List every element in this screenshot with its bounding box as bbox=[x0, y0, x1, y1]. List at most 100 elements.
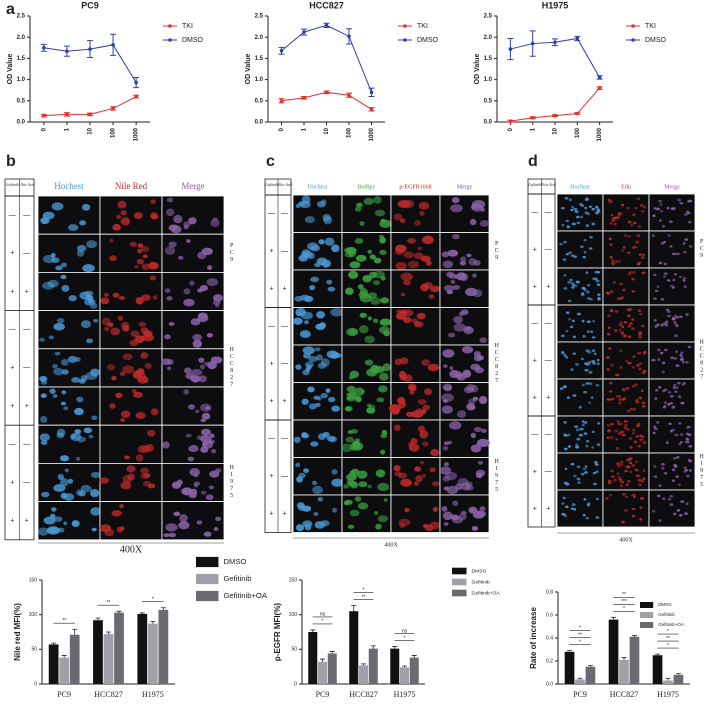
cell bbox=[171, 481, 182, 489]
cell bbox=[607, 481, 612, 485]
cell bbox=[343, 247, 354, 254]
cell bbox=[575, 215, 580, 219]
cell bbox=[597, 296, 601, 300]
cell bbox=[683, 285, 687, 288]
cell bbox=[83, 427, 93, 434]
cell bbox=[476, 472, 483, 479]
x-tick-label: 10 bbox=[88, 127, 94, 134]
cell bbox=[617, 395, 622, 398]
cell bbox=[631, 277, 635, 281]
cell bbox=[443, 441, 450, 446]
legend-label: DMSO bbox=[417, 37, 439, 44]
cell bbox=[141, 294, 151, 301]
cell bbox=[199, 285, 209, 292]
cell bbox=[418, 201, 430, 210]
magnification: 400X bbox=[619, 537, 633, 543]
cell bbox=[349, 509, 360, 517]
cell bbox=[410, 437, 418, 445]
cell bbox=[561, 502, 565, 505]
y-tick-label: 100 bbox=[29, 612, 38, 618]
cell bbox=[586, 283, 591, 287]
cell bbox=[660, 298, 665, 301]
treatment-mark: — bbox=[281, 436, 288, 443]
cell bbox=[331, 469, 338, 475]
cell bbox=[443, 462, 449, 467]
panel-letter: d bbox=[528, 153, 538, 170]
cell bbox=[383, 330, 390, 337]
cell bbox=[637, 225, 642, 228]
cell bbox=[596, 497, 599, 501]
cell bbox=[452, 285, 460, 290]
cell bbox=[686, 438, 690, 441]
cell bbox=[640, 324, 645, 328]
cell bbox=[614, 260, 618, 263]
cell bbox=[562, 496, 566, 500]
cell bbox=[590, 330, 594, 333]
cell bbox=[591, 430, 595, 434]
x-tick-label: HCC827 bbox=[349, 690, 377, 699]
error-bar bbox=[320, 658, 325, 662]
cell bbox=[588, 247, 593, 250]
cell bbox=[373, 257, 382, 264]
cell bbox=[164, 246, 176, 255]
cell bbox=[585, 197, 589, 200]
treatment-mark: + bbox=[10, 479, 14, 486]
cell bbox=[678, 422, 682, 425]
cell bbox=[396, 309, 402, 314]
cell bbox=[632, 366, 635, 369]
cell bbox=[563, 274, 567, 277]
error-bar bbox=[95, 617, 101, 621]
cell bbox=[354, 387, 365, 396]
cell bbox=[126, 465, 136, 473]
cell bbox=[635, 474, 640, 478]
cell bbox=[303, 320, 309, 325]
cell bbox=[559, 387, 564, 390]
cell bbox=[668, 497, 671, 501]
cell bbox=[606, 436, 610, 439]
cell bbox=[624, 509, 628, 512]
cell bbox=[662, 389, 666, 393]
cell bbox=[636, 197, 641, 200]
x-tick-label: 10 bbox=[324, 127, 330, 134]
cell bbox=[201, 412, 211, 420]
panel-letter: a bbox=[6, 1, 15, 18]
cell bbox=[346, 327, 359, 337]
cell bbox=[633, 440, 637, 444]
cell bbox=[628, 457, 633, 460]
cell bbox=[425, 524, 434, 532]
bar bbox=[349, 611, 359, 684]
cell bbox=[563, 421, 568, 424]
cell bbox=[638, 367, 643, 371]
cell bbox=[472, 396, 479, 401]
y-tick-label: 1.0 bbox=[255, 77, 264, 83]
cell bbox=[357, 470, 368, 479]
cell bbox=[572, 394, 577, 397]
cell bbox=[60, 401, 67, 406]
y-axis-label: Rate of increase bbox=[529, 607, 538, 669]
cell bbox=[417, 399, 427, 405]
cell bbox=[450, 279, 456, 284]
cell bbox=[611, 259, 615, 263]
cell bbox=[311, 480, 318, 486]
column-header: Bodipy bbox=[358, 184, 376, 190]
cell bbox=[453, 274, 459, 279]
cell bbox=[638, 362, 643, 365]
legend-label: Gefitinib+OA bbox=[223, 591, 267, 600]
cell bbox=[59, 455, 70, 462]
cell bbox=[298, 504, 307, 511]
cell-image bbox=[648, 341, 696, 380]
cell bbox=[655, 421, 660, 424]
cell bbox=[345, 436, 355, 443]
cell bbox=[168, 241, 177, 248]
cell bbox=[661, 463, 665, 466]
cell bbox=[688, 444, 693, 448]
cell bbox=[57, 473, 64, 480]
bar bbox=[390, 648, 400, 684]
cell bbox=[627, 272, 632, 276]
cell bbox=[586, 212, 591, 216]
cell bbox=[191, 368, 203, 376]
cell bbox=[377, 482, 390, 492]
cell bbox=[612, 281, 616, 284]
cell bbox=[620, 480, 625, 484]
bar bbox=[619, 659, 629, 684]
